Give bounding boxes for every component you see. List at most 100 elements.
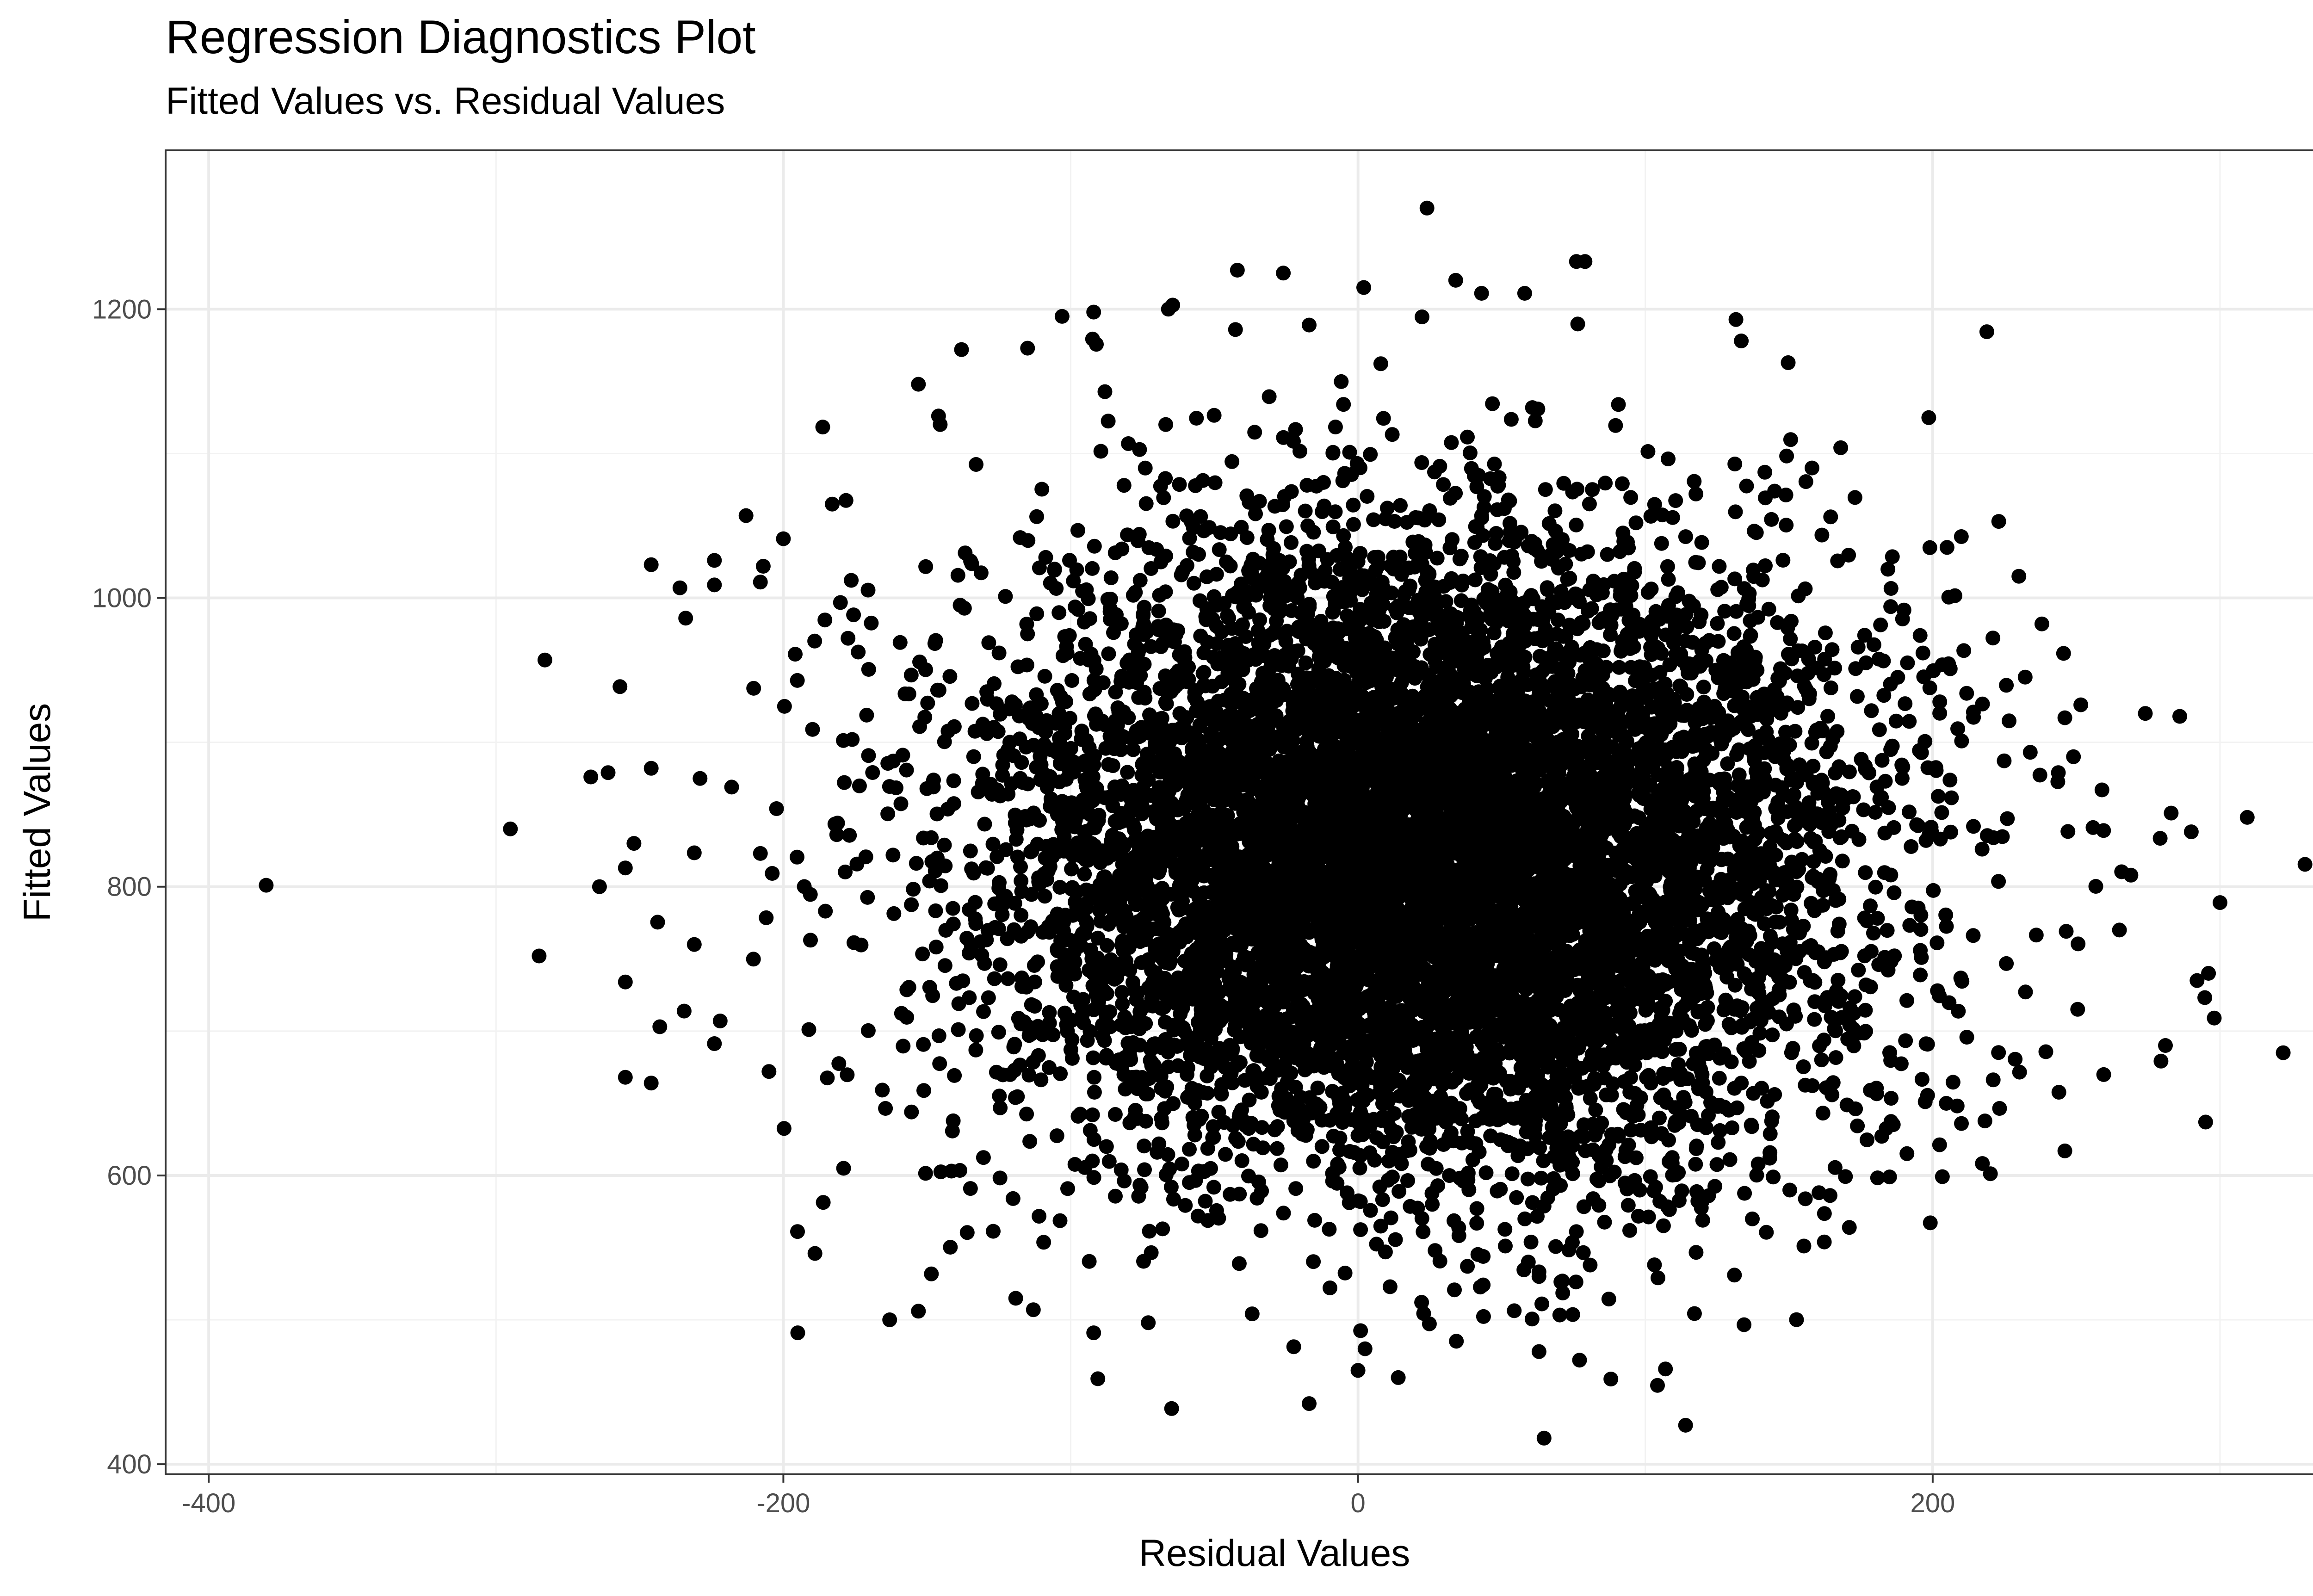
data-point bbox=[1121, 436, 1136, 451]
data-point bbox=[1688, 1245, 1704, 1260]
data-point bbox=[1548, 524, 1563, 538]
data-point bbox=[966, 749, 981, 764]
data-point bbox=[1228, 1131, 1243, 1146]
data-point bbox=[1142, 1224, 1157, 1239]
data-point bbox=[1097, 384, 1113, 399]
data-point bbox=[1182, 1142, 1197, 1157]
data-point bbox=[886, 906, 902, 921]
data-point bbox=[1565, 1307, 1580, 1322]
data-point bbox=[1750, 1157, 1766, 1172]
data-point bbox=[851, 644, 866, 660]
data-point bbox=[1827, 1160, 1843, 1175]
data-point bbox=[1431, 512, 1447, 527]
data-point bbox=[2008, 1052, 2023, 1067]
data-point bbox=[1326, 604, 1341, 619]
data-point bbox=[1918, 1036, 1934, 1052]
data-point bbox=[1520, 1171, 1535, 1187]
data-point bbox=[1306, 1154, 1321, 1169]
data-point bbox=[1155, 1221, 1170, 1237]
data-point bbox=[831, 1056, 847, 1071]
data-point bbox=[2153, 1053, 2169, 1069]
data-point bbox=[1279, 519, 1294, 534]
data-point bbox=[1745, 1211, 1760, 1226]
data-point bbox=[1620, 1198, 1636, 1213]
data-point bbox=[2050, 774, 2066, 789]
data-point bbox=[969, 457, 983, 472]
data-point bbox=[1366, 512, 1381, 527]
data-point bbox=[1421, 1157, 1436, 1172]
data-point bbox=[946, 773, 961, 788]
data-point bbox=[1772, 915, 1787, 930]
data-point bbox=[1429, 551, 1445, 566]
data-point bbox=[1880, 963, 1896, 977]
data-point bbox=[1089, 337, 1104, 352]
data-point bbox=[1528, 413, 1543, 428]
data-point bbox=[1425, 1197, 1440, 1212]
data-point bbox=[1284, 535, 1299, 550]
data-point bbox=[892, 635, 908, 650]
data-point bbox=[1525, 400, 1540, 415]
data-point bbox=[1902, 714, 1917, 729]
data-point bbox=[1064, 673, 1080, 688]
data-point bbox=[1724, 1020, 1739, 1035]
data-point bbox=[861, 748, 876, 763]
chart-subtitle: Fitted Values vs. Residual Values bbox=[166, 80, 725, 122]
data-point bbox=[1729, 747, 1744, 762]
data-point bbox=[1101, 1154, 1117, 1169]
data-point bbox=[1755, 572, 1770, 588]
data-point bbox=[838, 493, 853, 508]
data-point bbox=[833, 595, 848, 610]
data-point bbox=[790, 849, 804, 865]
data-point bbox=[1460, 429, 1475, 445]
data-point bbox=[1672, 1042, 1687, 1057]
data-point bbox=[1627, 564, 1642, 580]
data-point bbox=[1959, 1030, 1974, 1045]
data-point bbox=[2060, 824, 2076, 839]
data-point bbox=[1913, 967, 1928, 983]
data-point bbox=[933, 1164, 948, 1180]
data-point bbox=[915, 946, 930, 962]
data-point bbox=[1668, 493, 1683, 508]
data-point bbox=[1868, 879, 1883, 895]
data-point bbox=[1037, 668, 1052, 684]
data-point bbox=[1070, 602, 1086, 617]
data-point bbox=[2018, 984, 2033, 1000]
data-point bbox=[1915, 645, 1930, 661]
data-point bbox=[1847, 989, 1862, 1004]
data-point bbox=[1234, 1153, 1249, 1168]
data-point bbox=[1214, 1087, 1229, 1102]
data-point bbox=[1033, 1072, 1049, 1088]
data-point bbox=[1008, 1090, 1023, 1105]
data-point bbox=[1441, 1130, 1457, 1145]
data-point bbox=[1828, 766, 1843, 781]
data-point bbox=[946, 1113, 961, 1128]
data-point bbox=[1378, 1244, 1393, 1260]
data-point bbox=[952, 1163, 967, 1178]
data-point bbox=[1727, 457, 1743, 471]
data-point bbox=[963, 843, 978, 859]
data-point bbox=[1798, 581, 1813, 596]
data-point bbox=[959, 1225, 975, 1240]
data-point bbox=[1922, 540, 1937, 555]
data-point bbox=[1223, 526, 1238, 542]
data-point bbox=[1008, 1291, 1023, 1306]
data-point bbox=[1709, 1157, 1725, 1172]
data-point bbox=[1881, 800, 1896, 815]
data-point bbox=[1877, 865, 1892, 880]
data-point bbox=[2017, 669, 2033, 685]
data-point bbox=[1779, 518, 1794, 533]
data-point bbox=[1547, 503, 1563, 519]
data-point bbox=[1727, 1081, 1742, 1096]
data-point bbox=[1336, 528, 1351, 543]
data-point bbox=[1883, 742, 1899, 757]
data-point bbox=[2038, 1044, 2053, 1059]
data-point bbox=[922, 980, 937, 995]
data-point bbox=[1387, 514, 1402, 529]
data-point bbox=[1859, 1132, 1874, 1147]
data-point bbox=[1239, 530, 1255, 545]
data-point bbox=[861, 662, 876, 677]
data-point bbox=[2056, 646, 2071, 661]
data-point bbox=[1414, 455, 1429, 470]
data-point bbox=[1053, 1066, 1068, 1081]
data-point bbox=[1209, 567, 1224, 582]
